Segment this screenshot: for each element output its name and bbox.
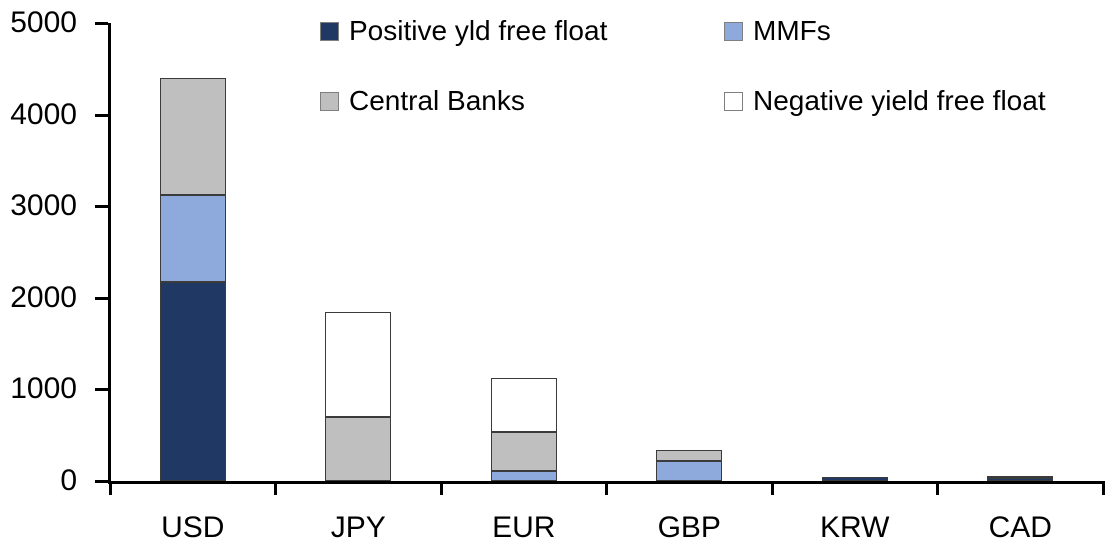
bar-segment-JPY-negative-yield-free-float <box>325 311 392 417</box>
x-axis-tick-3 <box>605 481 608 495</box>
bar-segment-KRW-positive-yld-free-float <box>821 476 888 481</box>
x-axis-label-JPY: JPY <box>330 511 386 544</box>
y-axis-tick-4000 <box>95 113 108 117</box>
x-axis-tick-2 <box>439 481 443 495</box>
legend-swatch-central-banks <box>320 91 339 111</box>
x-axis-label-KRW: KRW <box>820 511 890 544</box>
x-axis-tick-4 <box>770 481 774 495</box>
y-axis-tick-3000 <box>95 205 108 209</box>
bar-segment-USD-central-banks <box>159 77 226 196</box>
bar-segment-USD-mmfs <box>159 195 226 283</box>
y-axis-tick-0 <box>95 480 108 483</box>
bar-segment-USD-positive-yld-free-float <box>159 282 226 481</box>
y-axis-label-0: 0 <box>60 464 77 497</box>
x-axis-tick-6 <box>1101 481 1105 495</box>
legend-label-positive-yld-free-float: Positive yld free float <box>349 15 608 46</box>
legend-item-mmfs: MMFs <box>724 16 831 46</box>
y-axis-label-4000: 4000 <box>10 97 77 131</box>
x-axis-tick-1 <box>274 481 277 495</box>
y-axis-tick-2000 <box>95 296 108 300</box>
x-axis-label-EUR: EUR <box>492 511 556 544</box>
bar-segment-GBP-mmfs <box>656 460 723 481</box>
y-axis-line <box>108 23 111 484</box>
x-axis-tick-0 <box>108 481 112 495</box>
legend-label-mmfs: MMFs <box>753 15 831 46</box>
y-axis-tick-5000 <box>95 22 108 25</box>
y-axis-tick-1000 <box>95 388 108 392</box>
legend-swatch-positive-yld-free-float <box>320 21 339 41</box>
bar-segment-CAD-central-banks <box>987 475 1054 479</box>
y-axis-label-1000: 1000 <box>10 372 77 406</box>
x-axis-label-USD: USD <box>161 511 225 544</box>
legend-swatch-negative-yield-free-float <box>724 91 743 111</box>
legend-swatch-mmfs <box>724 21 743 41</box>
legend-item-negative-yield-free-float: Negative yield free float <box>724 86 1046 116</box>
legend-item-positive-yld-free-float: Positive yld free float <box>320 16 607 46</box>
x-axis-label-CAD: CAD <box>988 511 1052 544</box>
x-axis-label-GBP: GBP <box>657 511 721 544</box>
bar-segment-GBP-central-banks <box>656 450 723 461</box>
legend-label-central-banks: Central Banks <box>349 85 525 116</box>
x-axis-tick-5 <box>936 481 939 495</box>
y-axis-label-2000: 2000 <box>10 280 77 314</box>
bar-segment-JPY-central-banks <box>325 416 392 481</box>
y-axis-label-3000: 3000 <box>10 189 77 223</box>
bar-segment-EUR-central-banks <box>490 431 557 471</box>
legend-item-central-banks: Central Banks <box>320 86 525 116</box>
y-axis-label-5000: 5000 <box>10 6 77 39</box>
bar-segment-CAD-positive-yld-free-float <box>987 478 1054 481</box>
legend-label-negative-yield-free-float: Negative yield free float <box>753 85 1046 116</box>
bar-segment-EUR-mmfs <box>490 470 557 481</box>
bar-segment-EUR-negative-yield-free-float <box>490 378 557 432</box>
